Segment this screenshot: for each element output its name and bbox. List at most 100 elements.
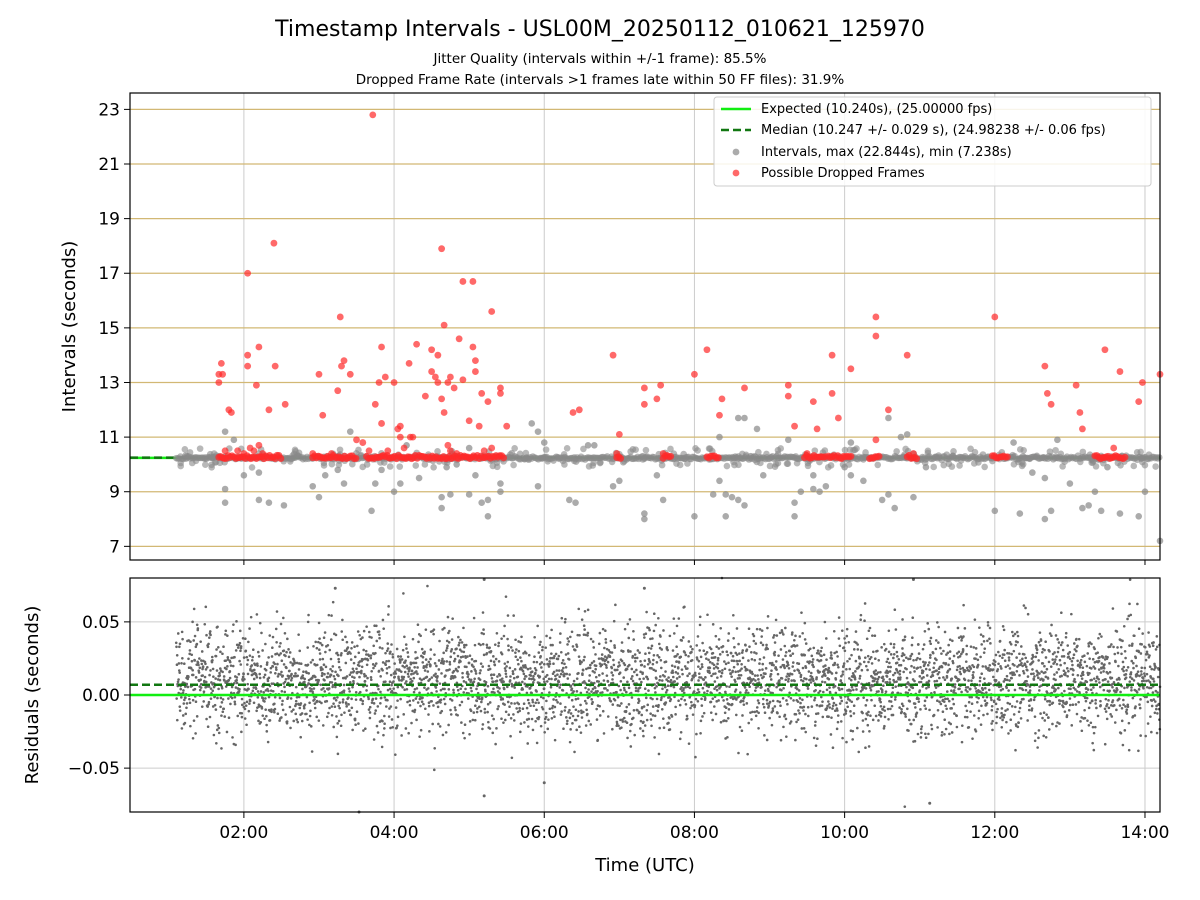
residual-point xyxy=(338,706,341,710)
residual-point xyxy=(900,710,904,714)
residual-point xyxy=(924,707,928,710)
residual-point xyxy=(844,641,847,645)
residual-point xyxy=(385,667,389,670)
residual-point xyxy=(721,645,725,648)
residual-point xyxy=(452,651,456,655)
residual-point xyxy=(798,635,802,638)
residual-point xyxy=(300,712,304,715)
dropped-frame-point xyxy=(390,379,398,386)
residual-point xyxy=(217,731,221,735)
residual-point xyxy=(329,638,333,641)
residual-point xyxy=(449,708,452,712)
dropped-frame-point xyxy=(255,343,263,351)
residual-point xyxy=(585,690,589,694)
residual-point xyxy=(468,720,472,723)
residual-point xyxy=(641,729,645,733)
residual-point xyxy=(570,630,574,634)
residual-point xyxy=(220,747,223,750)
residual-point xyxy=(654,669,657,673)
residual-point xyxy=(425,675,429,679)
residual-point xyxy=(899,663,903,667)
residual-point xyxy=(572,705,575,708)
residual-point xyxy=(465,665,468,669)
residual-point xyxy=(426,687,430,690)
residual-point xyxy=(897,657,901,661)
residual-point xyxy=(758,668,761,672)
legend-expected-label: Expected (10.240s), (25.00000 fps) xyxy=(761,102,992,117)
residual-point xyxy=(324,665,328,669)
residual-point xyxy=(213,703,217,707)
residual-point xyxy=(297,695,301,699)
residual-point xyxy=(763,689,767,692)
residual-point xyxy=(490,714,494,717)
residual-point xyxy=(561,666,565,670)
residual-point xyxy=(425,663,429,666)
residual-point xyxy=(211,658,214,662)
residual-point xyxy=(718,670,722,673)
residual-point xyxy=(358,675,361,679)
residual-point xyxy=(211,705,215,708)
residual-point xyxy=(812,679,815,682)
residual-point xyxy=(886,707,890,711)
residual-point xyxy=(889,707,892,711)
residual-point xyxy=(512,719,516,722)
residual-point xyxy=(235,620,238,623)
interval-point xyxy=(948,463,956,470)
dropped-frame-point xyxy=(875,452,883,460)
residual-point xyxy=(619,679,623,683)
residual-point xyxy=(789,696,793,700)
residual-point xyxy=(645,610,648,614)
residual-point xyxy=(190,653,194,657)
residual-point xyxy=(643,687,647,691)
residual-point xyxy=(292,708,295,711)
residual-point xyxy=(827,666,831,670)
residual-point xyxy=(651,637,654,640)
residual-point xyxy=(340,630,344,633)
interval-point xyxy=(510,461,517,469)
residual-point xyxy=(894,628,898,631)
residual-point xyxy=(259,690,263,693)
residual-point xyxy=(324,650,327,654)
residual-point xyxy=(192,607,196,611)
intervals-y-tick-label: 9 xyxy=(109,483,120,503)
residual-point xyxy=(923,704,926,707)
residual-point xyxy=(704,652,707,656)
residual-point xyxy=(282,616,285,620)
residual-point xyxy=(760,629,764,632)
residual-point xyxy=(574,708,578,712)
residual-point xyxy=(721,650,724,654)
residual-point xyxy=(586,631,590,635)
dropped-frame-point xyxy=(1043,390,1051,397)
residual-point xyxy=(446,615,450,619)
residual-point xyxy=(559,672,563,676)
residual-point xyxy=(395,647,399,651)
residual-point xyxy=(562,727,565,731)
residual-point xyxy=(652,654,656,657)
residual-point xyxy=(657,752,661,756)
interval-point xyxy=(706,445,714,452)
residual-point xyxy=(795,687,799,691)
residual-point xyxy=(443,626,446,630)
residual-point xyxy=(630,677,633,681)
residual-point xyxy=(263,700,266,703)
interval-point xyxy=(1141,488,1149,496)
interval-point xyxy=(774,446,782,454)
residual-point xyxy=(240,697,244,701)
residual-point xyxy=(353,676,356,679)
residual-point xyxy=(565,672,569,676)
dropped-frame-point xyxy=(803,450,811,457)
residual-point xyxy=(737,673,741,677)
residual-point xyxy=(336,653,340,657)
residual-point xyxy=(391,655,395,659)
residual-point xyxy=(901,618,904,621)
dropped-frame-point xyxy=(1121,453,1129,461)
residual-point xyxy=(236,646,240,649)
residual-point xyxy=(882,684,885,687)
residual-point xyxy=(783,644,787,648)
residual-point xyxy=(426,584,429,588)
dropped-frame-point xyxy=(617,454,625,462)
residual-point xyxy=(788,649,792,653)
dropped-frame-point xyxy=(716,411,723,419)
interval-point xyxy=(346,428,354,435)
residual-point xyxy=(530,691,533,695)
